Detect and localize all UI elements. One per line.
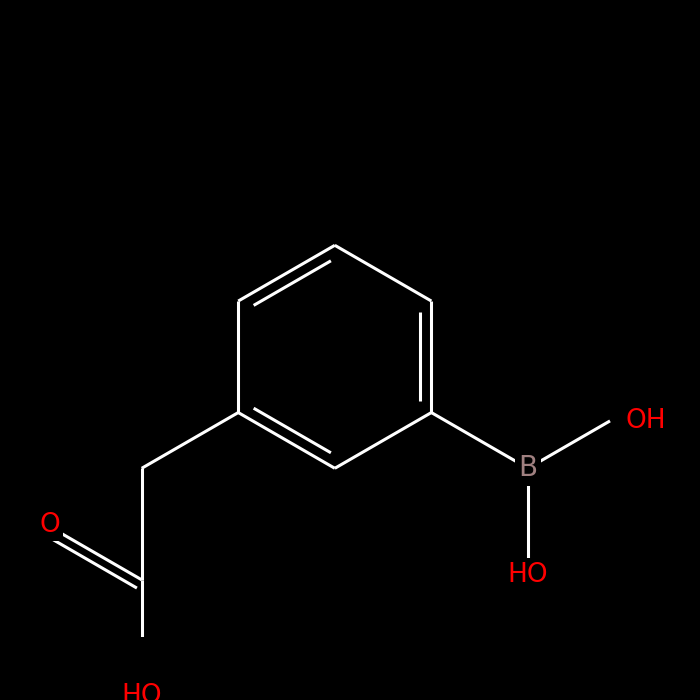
Text: O: O <box>39 512 60 538</box>
Text: OH: OH <box>626 408 666 434</box>
Text: HO: HO <box>508 561 548 587</box>
Text: B: B <box>519 454 538 482</box>
Text: HO: HO <box>121 683 162 700</box>
